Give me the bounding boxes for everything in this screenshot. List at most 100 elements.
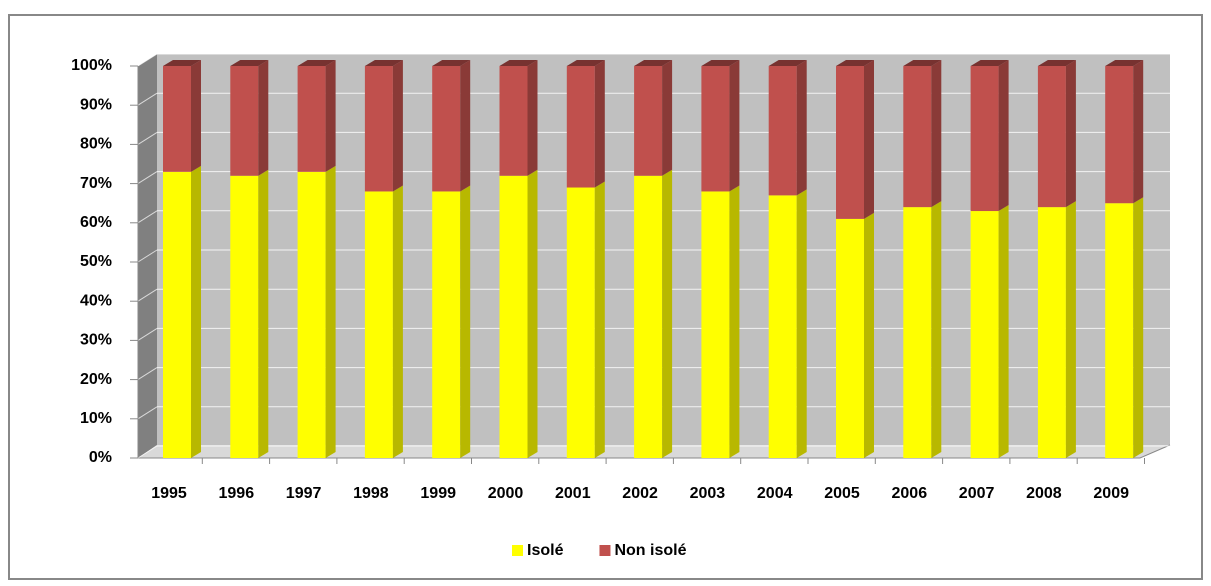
- bar-side: [796, 189, 807, 459]
- bar-side: [392, 60, 403, 192]
- y-tick-label: 10%: [80, 410, 112, 427]
- grid-line: [137, 367, 158, 381]
- bar-side: [594, 60, 605, 188]
- bar-top: [230, 60, 269, 66]
- x-tick-label: 2006: [892, 485, 928, 502]
- bar-side: [527, 169, 538, 458]
- bar: [701, 191, 730, 458]
- bar-side: [527, 60, 538, 176]
- grid-line: [137, 406, 158, 420]
- grid-line: [137, 288, 158, 302]
- y-tick-label: 30%: [80, 332, 112, 349]
- bar: [1037, 207, 1066, 458]
- bar-top: [634, 60, 673, 66]
- bar: [701, 66, 730, 192]
- legend-label: Non isolé: [614, 542, 686, 559]
- bar: [1105, 66, 1134, 204]
- y-tick-label: 100%: [71, 57, 112, 74]
- bar: [970, 66, 999, 212]
- bar: [1105, 203, 1134, 458]
- x-tick-label: 2002: [622, 485, 658, 502]
- bar-side: [864, 60, 874, 219]
- bar: [768, 66, 797, 196]
- grid-line: [137, 327, 158, 341]
- bar: [634, 175, 663, 458]
- x-tick-label: 2004: [757, 485, 793, 502]
- bar-top: [970, 60, 1009, 66]
- bar-top: [297, 60, 336, 66]
- bar: [970, 211, 999, 458]
- bar-top: [432, 60, 471, 66]
- bar-side: [662, 169, 673, 458]
- bar-side: [460, 185, 471, 458]
- bar: [499, 175, 528, 458]
- grid-line: [137, 249, 158, 263]
- grid-line: [137, 131, 158, 145]
- bar-side: [392, 185, 403, 458]
- x-tick-label: 2008: [1026, 485, 1062, 502]
- bar-side: [1065, 201, 1076, 458]
- legend-swatch: [512, 545, 523, 556]
- bar: [364, 191, 393, 458]
- bar: [297, 171, 326, 458]
- bar-side: [1133, 60, 1144, 204]
- grid-line: [137, 53, 158, 67]
- bar: [163, 66, 191, 172]
- bar-top: [1037, 60, 1076, 66]
- bar-side: [258, 60, 269, 176]
- bar: [768, 195, 797, 459]
- bar-top: [903, 60, 942, 66]
- bar-side: [998, 205, 1009, 458]
- bar-side: [1065, 60, 1076, 208]
- bar-side: [191, 165, 201, 458]
- y-tick-label: 50%: [80, 253, 112, 270]
- bar-side: [729, 185, 740, 458]
- legend-swatch: [599, 545, 611, 556]
- bar-top: [364, 60, 403, 66]
- bar: [566, 66, 595, 188]
- bar: [1037, 66, 1066, 208]
- x-tick-label: 1999: [420, 485, 456, 502]
- bar: [499, 66, 528, 176]
- y-tick-label: 20%: [80, 371, 112, 388]
- bar: [836, 66, 864, 219]
- bar-top: [836, 60, 874, 66]
- bar: [566, 187, 595, 458]
- bar: [230, 175, 259, 458]
- bar-side: [594, 181, 605, 458]
- x-tick-label: 2001: [555, 485, 591, 502]
- x-tick-label: 2003: [690, 485, 726, 502]
- x-tick-label: 2005: [824, 485, 860, 502]
- bar-side: [191, 60, 201, 172]
- bar-top: [768, 60, 807, 66]
- bar-side: [864, 212, 874, 458]
- x-tick-label: 2009: [1093, 485, 1129, 502]
- bar: [432, 191, 461, 458]
- bar: [163, 171, 191, 458]
- bar: [836, 218, 864, 458]
- y-tick-label: 60%: [80, 214, 112, 231]
- bar-side: [325, 60, 336, 172]
- y-tick-label: 90%: [80, 96, 112, 113]
- grid-line: [137, 92, 158, 106]
- bar: [230, 66, 259, 176]
- bar: [432, 66, 461, 192]
- bar: [903, 66, 932, 208]
- bar-side: [729, 60, 740, 192]
- x-tick-label: 1995: [151, 485, 187, 502]
- y-tick-label: 0%: [89, 449, 112, 466]
- legend-label: Isolé: [527, 542, 564, 559]
- y-tick-label: 40%: [80, 292, 112, 309]
- y-tick-label: 80%: [80, 136, 112, 153]
- bar: [903, 207, 932, 458]
- bar-top: [1105, 60, 1144, 66]
- y-tick-label: 70%: [80, 175, 112, 192]
- bar: [297, 66, 326, 172]
- bar: [634, 66, 663, 176]
- floor-edge: [1139, 444, 1171, 459]
- bar-top: [163, 60, 201, 66]
- bar-top: [499, 60, 538, 66]
- bar-side: [796, 60, 807, 196]
- bar-side: [998, 60, 1009, 212]
